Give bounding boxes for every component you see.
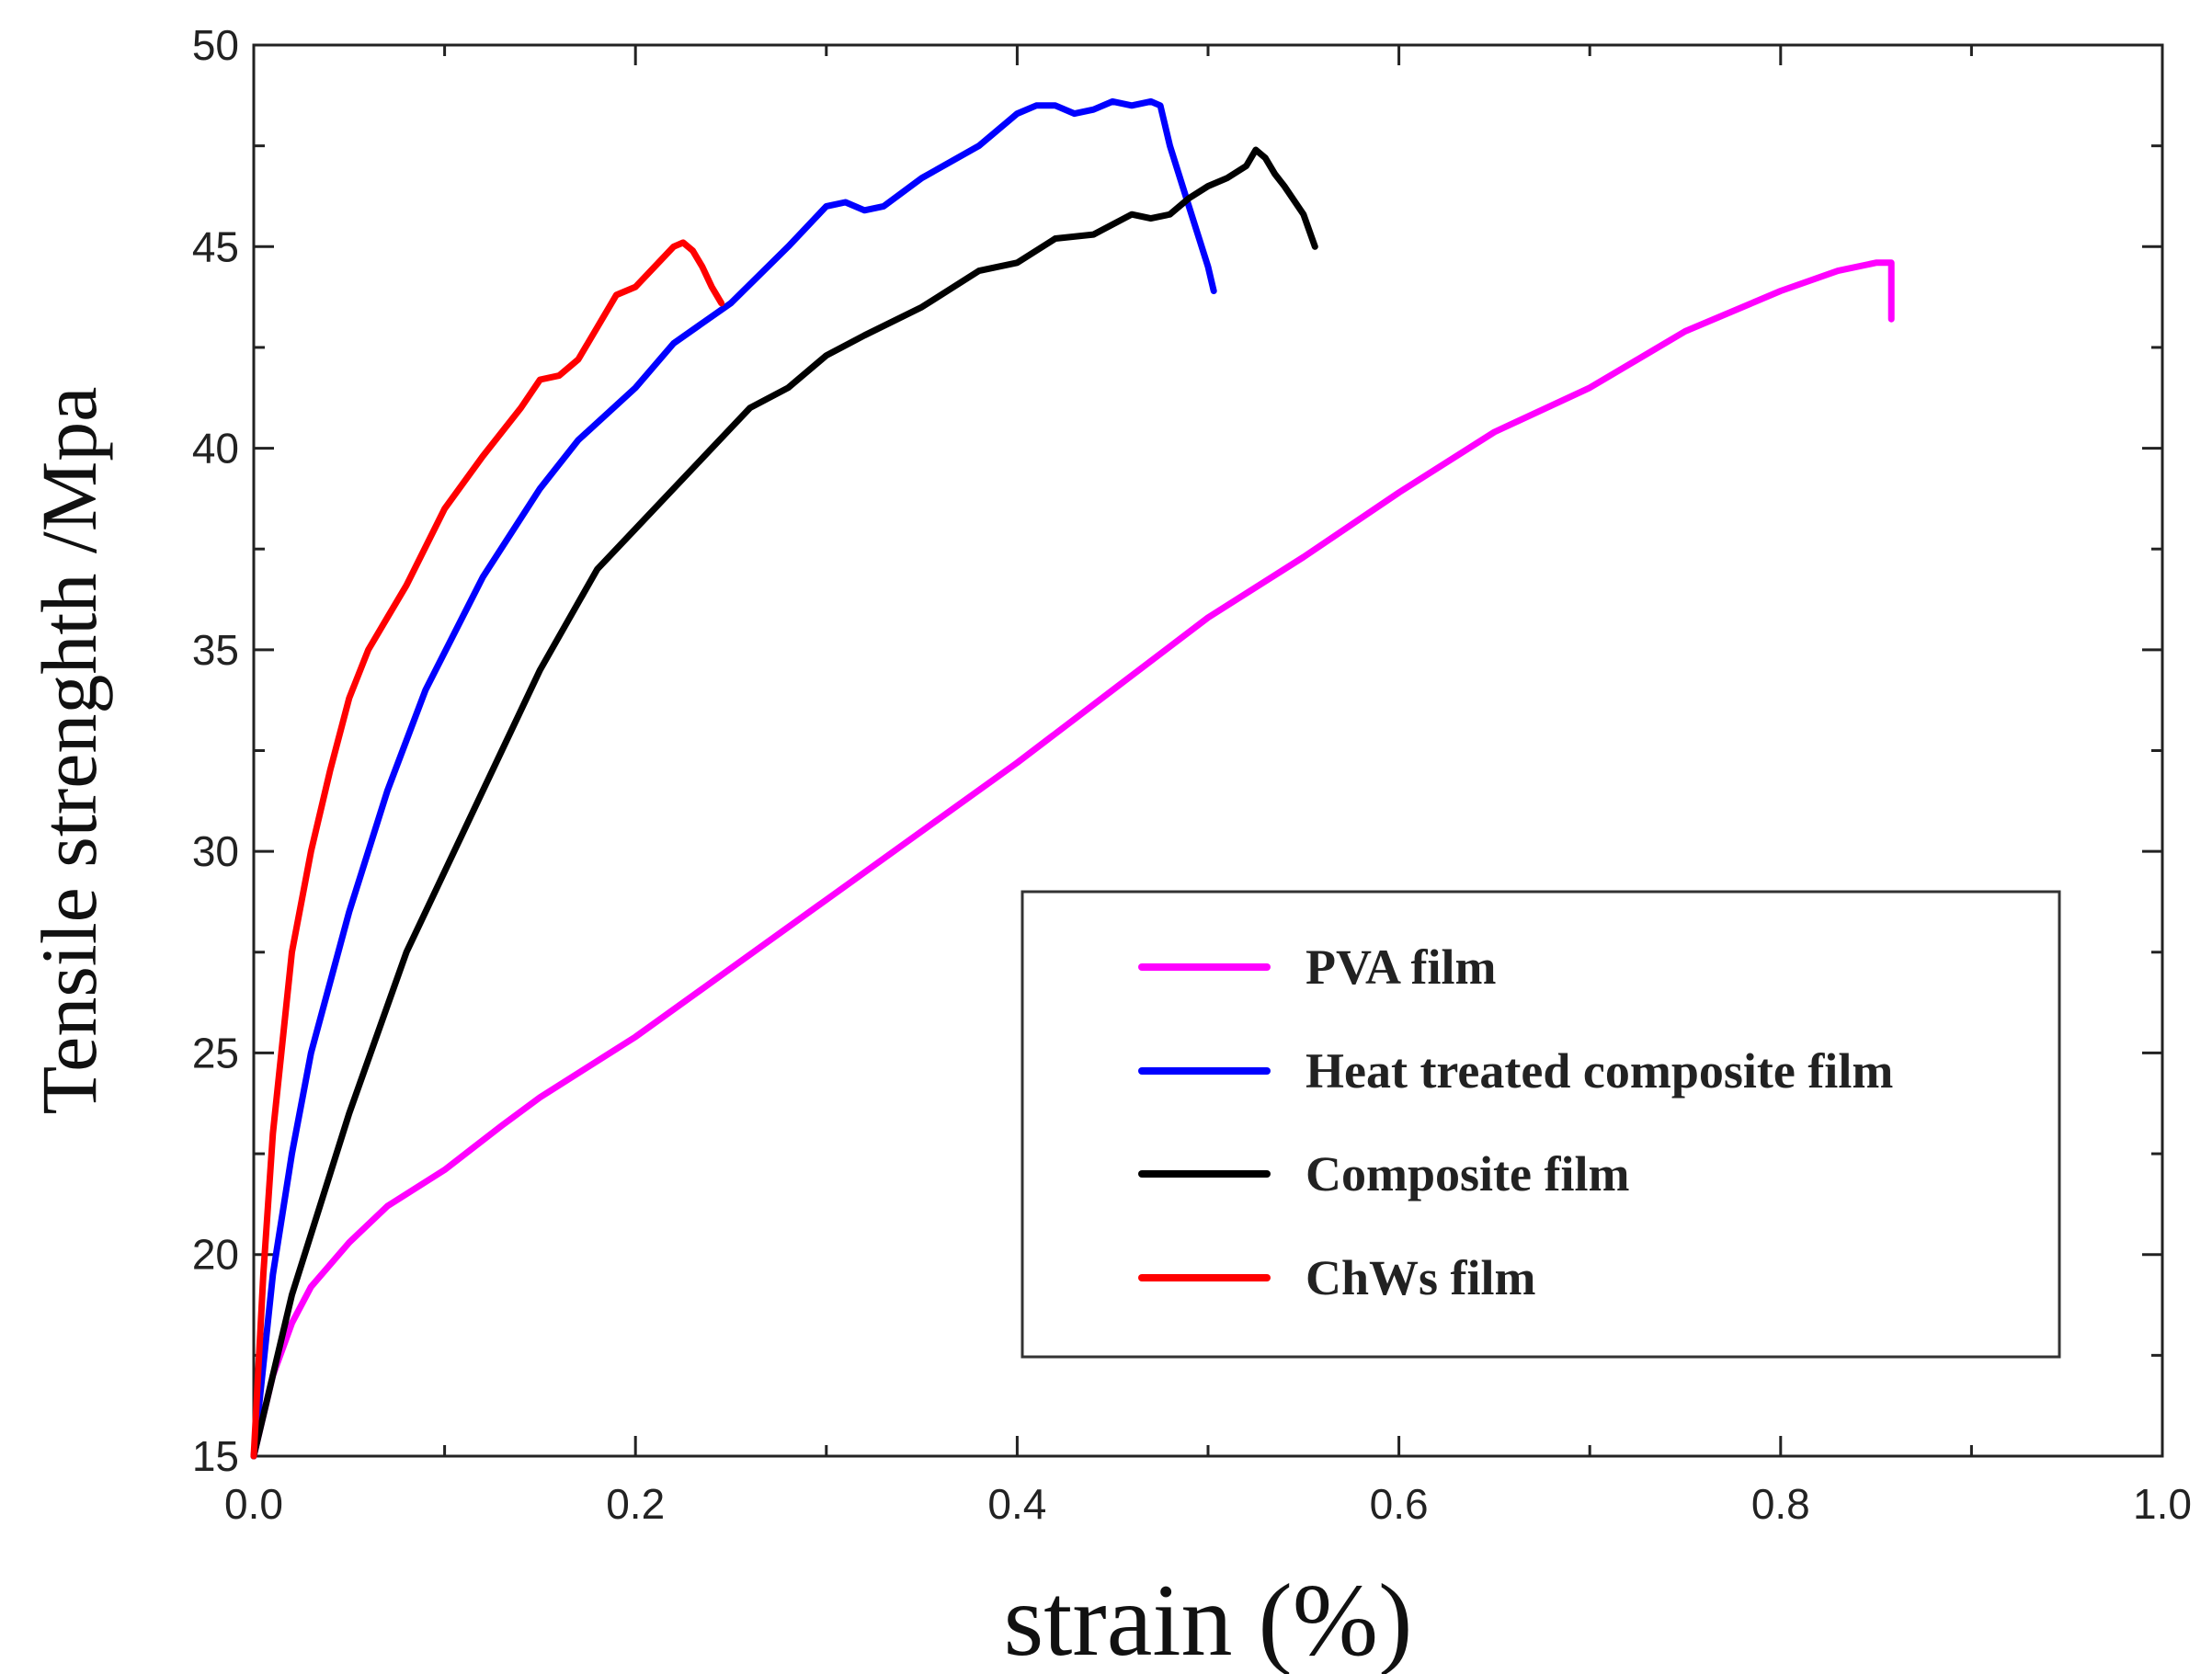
x-tick-label: 0.8 xyxy=(1751,1480,1810,1528)
series-line-1 xyxy=(250,97,1217,1460)
y-axis-title: Tensile strenghth /Mpa xyxy=(25,387,113,1115)
axis-ticks: 0.0 0.2 0.4 0.6 0.8 1.0 15 20 25 30 35 40 45 50 xyxy=(192,21,2192,1528)
series-layer xyxy=(250,97,1895,1460)
x-tick-label: 1.0 xyxy=(2133,1480,2192,1528)
y-tick-label: 15 xyxy=(192,1432,239,1480)
y-tick-label: 30 xyxy=(192,827,239,875)
x-tick-label: 0.6 xyxy=(1370,1480,1429,1528)
series-line-3 xyxy=(250,239,725,1460)
legend-label: Heat treated composite film xyxy=(1306,1043,1893,1099)
y-tick-label: 35 xyxy=(192,626,239,674)
legend: PVA film Heat treated composite film Compo… xyxy=(1020,890,2061,1359)
legend-label: Composite film xyxy=(1306,1146,1629,1201)
series-line-0 xyxy=(250,259,1895,1460)
legend-label: ChWs film xyxy=(1306,1250,1536,1305)
y-tick-label: 50 xyxy=(192,21,239,69)
x-axis-title: strain (%) xyxy=(1004,1564,1413,1674)
series-line-2 xyxy=(250,146,1318,1460)
legend-label: PVA film xyxy=(1306,939,1497,995)
x-tick-label: 0.0 xyxy=(224,1480,283,1528)
y-tick-label: 20 xyxy=(192,1231,239,1279)
y-tick-label: 45 xyxy=(192,222,239,270)
legend-items: PVA film Heat treated composite film Compo… xyxy=(1138,939,1893,1305)
legend-box xyxy=(1020,890,2061,1359)
x-tick-label: 0.4 xyxy=(987,1480,1046,1528)
y-tick-label: 25 xyxy=(192,1029,239,1076)
x-tick-label: 0.2 xyxy=(606,1480,665,1528)
y-tick-label: 40 xyxy=(192,425,239,473)
